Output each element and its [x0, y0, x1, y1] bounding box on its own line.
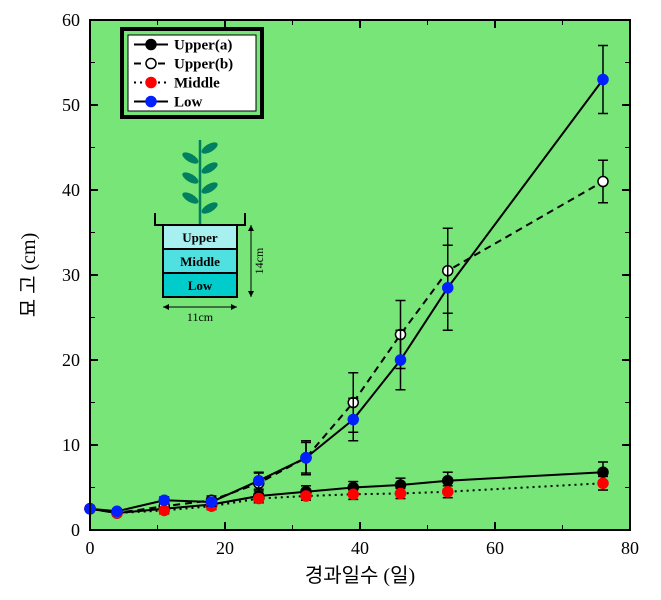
y-tick-label: 40	[62, 180, 80, 200]
legend-label: Low	[174, 95, 203, 111]
legend-marker	[146, 97, 156, 107]
legend-marker	[146, 40, 156, 50]
data-point	[159, 505, 169, 515]
x-tick-label: 40	[351, 538, 369, 558]
y-tick-label: 10	[62, 435, 80, 455]
pot-layer-label: Middle	[180, 254, 220, 269]
pot-width-label: 11cm	[187, 310, 214, 324]
x-tick-label: 60	[486, 538, 504, 558]
data-point	[598, 478, 608, 488]
x-tick-label: 20	[216, 538, 234, 558]
data-point	[301, 453, 311, 463]
data-point	[443, 487, 453, 497]
data-point	[348, 489, 358, 499]
data-point	[112, 506, 122, 516]
y-tick-label: 0	[71, 520, 80, 540]
chart-container: 0 20 40 60 80 0 10 20 30 40 50 60 경과일수 (일) 묘 고 (cm) Up…	[0, 0, 661, 600]
x-axis-label: 경과일수 (일)	[305, 564, 415, 587]
data-point	[348, 415, 358, 425]
legend-label: Upper(a)	[174, 38, 232, 54]
data-point	[396, 488, 406, 498]
data-point	[159, 495, 169, 505]
legend-label: Upper(b)	[174, 57, 233, 73]
data-point	[301, 491, 311, 501]
data-point	[254, 476, 264, 486]
data-point	[443, 476, 453, 486]
pot-height-label: 14cm	[252, 247, 266, 274]
x-tick-label: 80	[621, 538, 639, 558]
legend-marker	[146, 59, 156, 69]
pot-layer-label: Low	[188, 278, 213, 293]
y-axis-label: 묘 고 (cm)	[18, 233, 40, 318]
data-point	[207, 497, 217, 507]
data-point	[396, 355, 406, 365]
y-tick-label: 30	[62, 265, 80, 285]
data-point	[443, 283, 453, 293]
pot-layer-label: Upper	[182, 230, 218, 245]
legend-marker	[146, 78, 156, 88]
data-point	[598, 177, 608, 187]
legend-label: Middle	[174, 76, 220, 92]
x-tick-label: 0	[86, 538, 95, 558]
y-tick-label: 20	[62, 350, 80, 370]
chart-svg: 0 20 40 60 80 0 10 20 30 40 50 60 경과일수 (일) 묘 고 (cm) Up…	[0, 0, 661, 600]
data-point	[254, 494, 264, 504]
y-tick-label: 50	[62, 95, 80, 115]
y-tick-label: 60	[62, 10, 80, 30]
data-point	[598, 75, 608, 85]
